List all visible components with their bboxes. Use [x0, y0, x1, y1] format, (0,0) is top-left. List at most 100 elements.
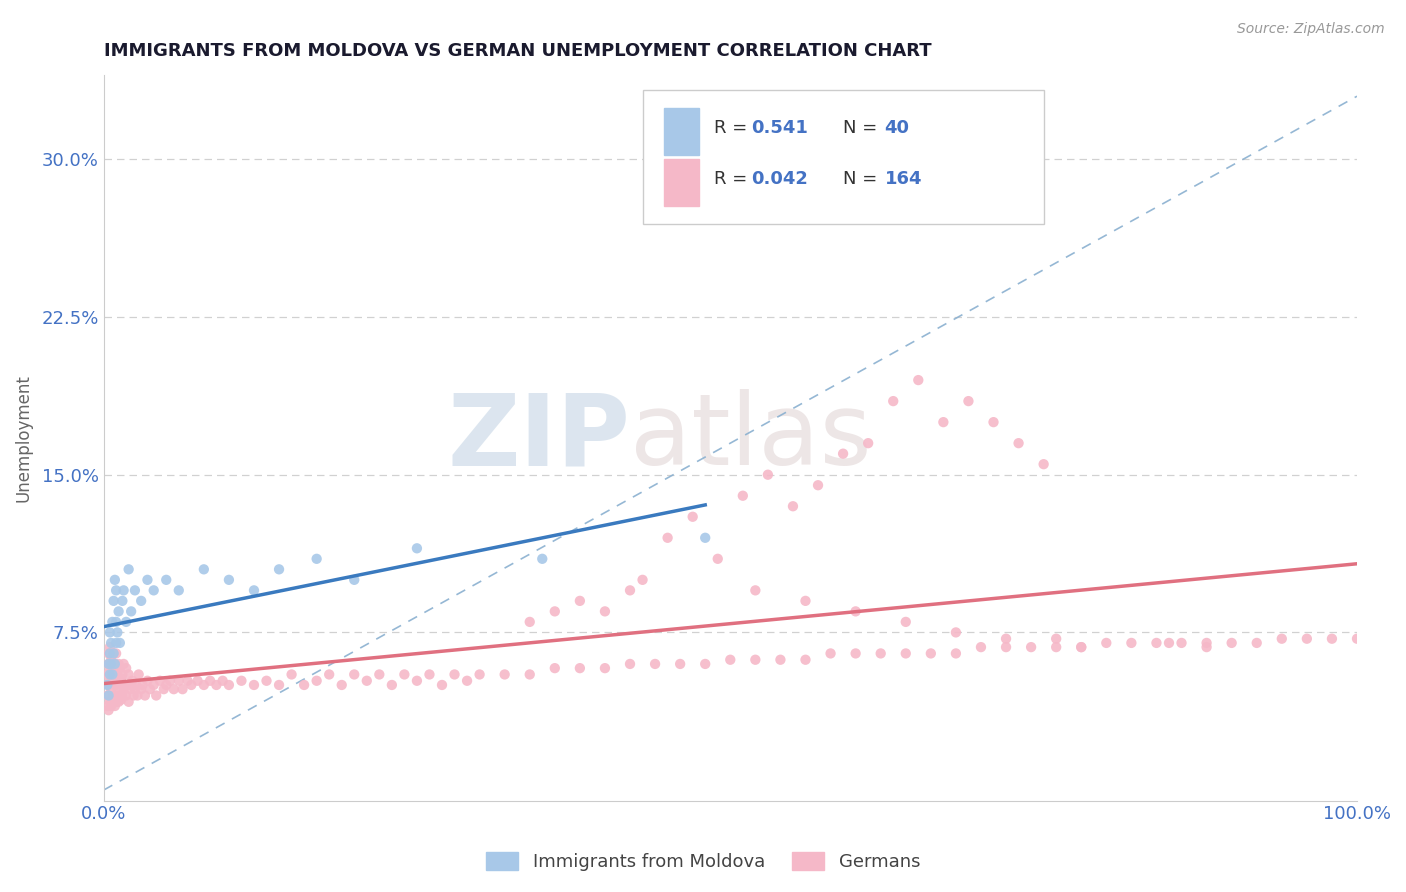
Point: [142, 678, 165, 692]
Point: [695, 531, 717, 545]
Point: [96, 678, 118, 692]
Point: [105, 625, 128, 640]
Point: [1320, 632, 1343, 646]
Point: [769, 653, 792, 667]
Point: [1070, 640, 1092, 654]
Point: [744, 583, 766, 598]
Point: [98, 667, 121, 681]
Point: [97, 657, 120, 671]
Point: [145, 689, 167, 703]
Point: [104, 657, 127, 671]
Point: [107, 657, 129, 671]
Point: [97, 703, 120, 717]
Point: [105, 636, 128, 650]
Point: [657, 531, 679, 545]
Point: [1271, 632, 1294, 646]
Point: [127, 689, 149, 703]
Point: [418, 667, 440, 681]
Point: [112, 682, 135, 697]
Text: N =: N =: [844, 120, 883, 137]
Point: [129, 594, 152, 608]
Point: [211, 673, 233, 688]
Point: [122, 689, 145, 703]
Point: [98, 647, 121, 661]
Point: [820, 647, 842, 661]
Point: [957, 394, 980, 409]
Point: [121, 673, 143, 688]
Point: [120, 678, 142, 692]
Point: [443, 667, 465, 681]
Point: [103, 647, 125, 661]
Point: [139, 682, 162, 697]
Point: [205, 678, 228, 692]
Point: [167, 583, 190, 598]
Point: [117, 678, 139, 692]
Point: [406, 673, 429, 688]
Point: [756, 467, 779, 482]
Point: [644, 657, 666, 671]
Point: [1346, 632, 1368, 646]
Point: [112, 657, 135, 671]
Point: [97, 657, 120, 671]
Text: atlas: atlas: [630, 390, 872, 486]
Point: [782, 500, 804, 514]
Point: [105, 695, 128, 709]
Point: [101, 673, 124, 688]
Point: [1095, 636, 1118, 650]
Point: [794, 653, 817, 667]
Point: [832, 447, 855, 461]
Point: [100, 653, 122, 667]
Point: [155, 678, 177, 692]
Point: [149, 673, 172, 688]
Point: [706, 551, 728, 566]
Point: [894, 647, 917, 661]
Point: [394, 667, 416, 681]
Point: [131, 678, 153, 692]
Point: [100, 667, 122, 681]
Point: [136, 673, 159, 688]
Point: [544, 604, 567, 618]
Point: [128, 667, 150, 681]
Text: ZIP: ZIP: [447, 390, 630, 486]
Point: [136, 573, 159, 587]
Point: [101, 615, 124, 629]
Point: [125, 678, 148, 692]
Point: [103, 667, 125, 681]
Point: [117, 695, 139, 709]
Point: [1246, 636, 1268, 650]
Point: [104, 698, 127, 713]
Point: [593, 604, 616, 618]
Point: [117, 667, 139, 681]
Point: [98, 695, 121, 709]
Point: [118, 682, 141, 697]
Point: [97, 678, 120, 692]
Point: [98, 673, 121, 688]
Point: [108, 682, 131, 697]
Point: [105, 689, 128, 703]
Point: [115, 661, 138, 675]
Point: [110, 692, 132, 706]
Point: [97, 689, 120, 703]
Point: [112, 583, 135, 598]
Point: [218, 678, 240, 692]
Point: [198, 673, 221, 688]
Point: [856, 436, 879, 450]
Point: [406, 541, 429, 556]
Point: [932, 415, 955, 429]
Point: [104, 657, 127, 671]
Point: [105, 678, 128, 692]
FancyBboxPatch shape: [664, 159, 699, 206]
Point: [718, 653, 741, 667]
Point: [330, 678, 353, 692]
Point: [124, 682, 146, 697]
Point: [256, 673, 278, 688]
FancyBboxPatch shape: [664, 108, 699, 155]
Point: [107, 695, 129, 709]
Point: [129, 682, 152, 697]
Point: [187, 673, 209, 688]
Point: [1195, 640, 1218, 654]
Point: [231, 673, 253, 688]
Point: [531, 551, 554, 566]
Point: [96, 667, 118, 681]
Point: [343, 667, 366, 681]
